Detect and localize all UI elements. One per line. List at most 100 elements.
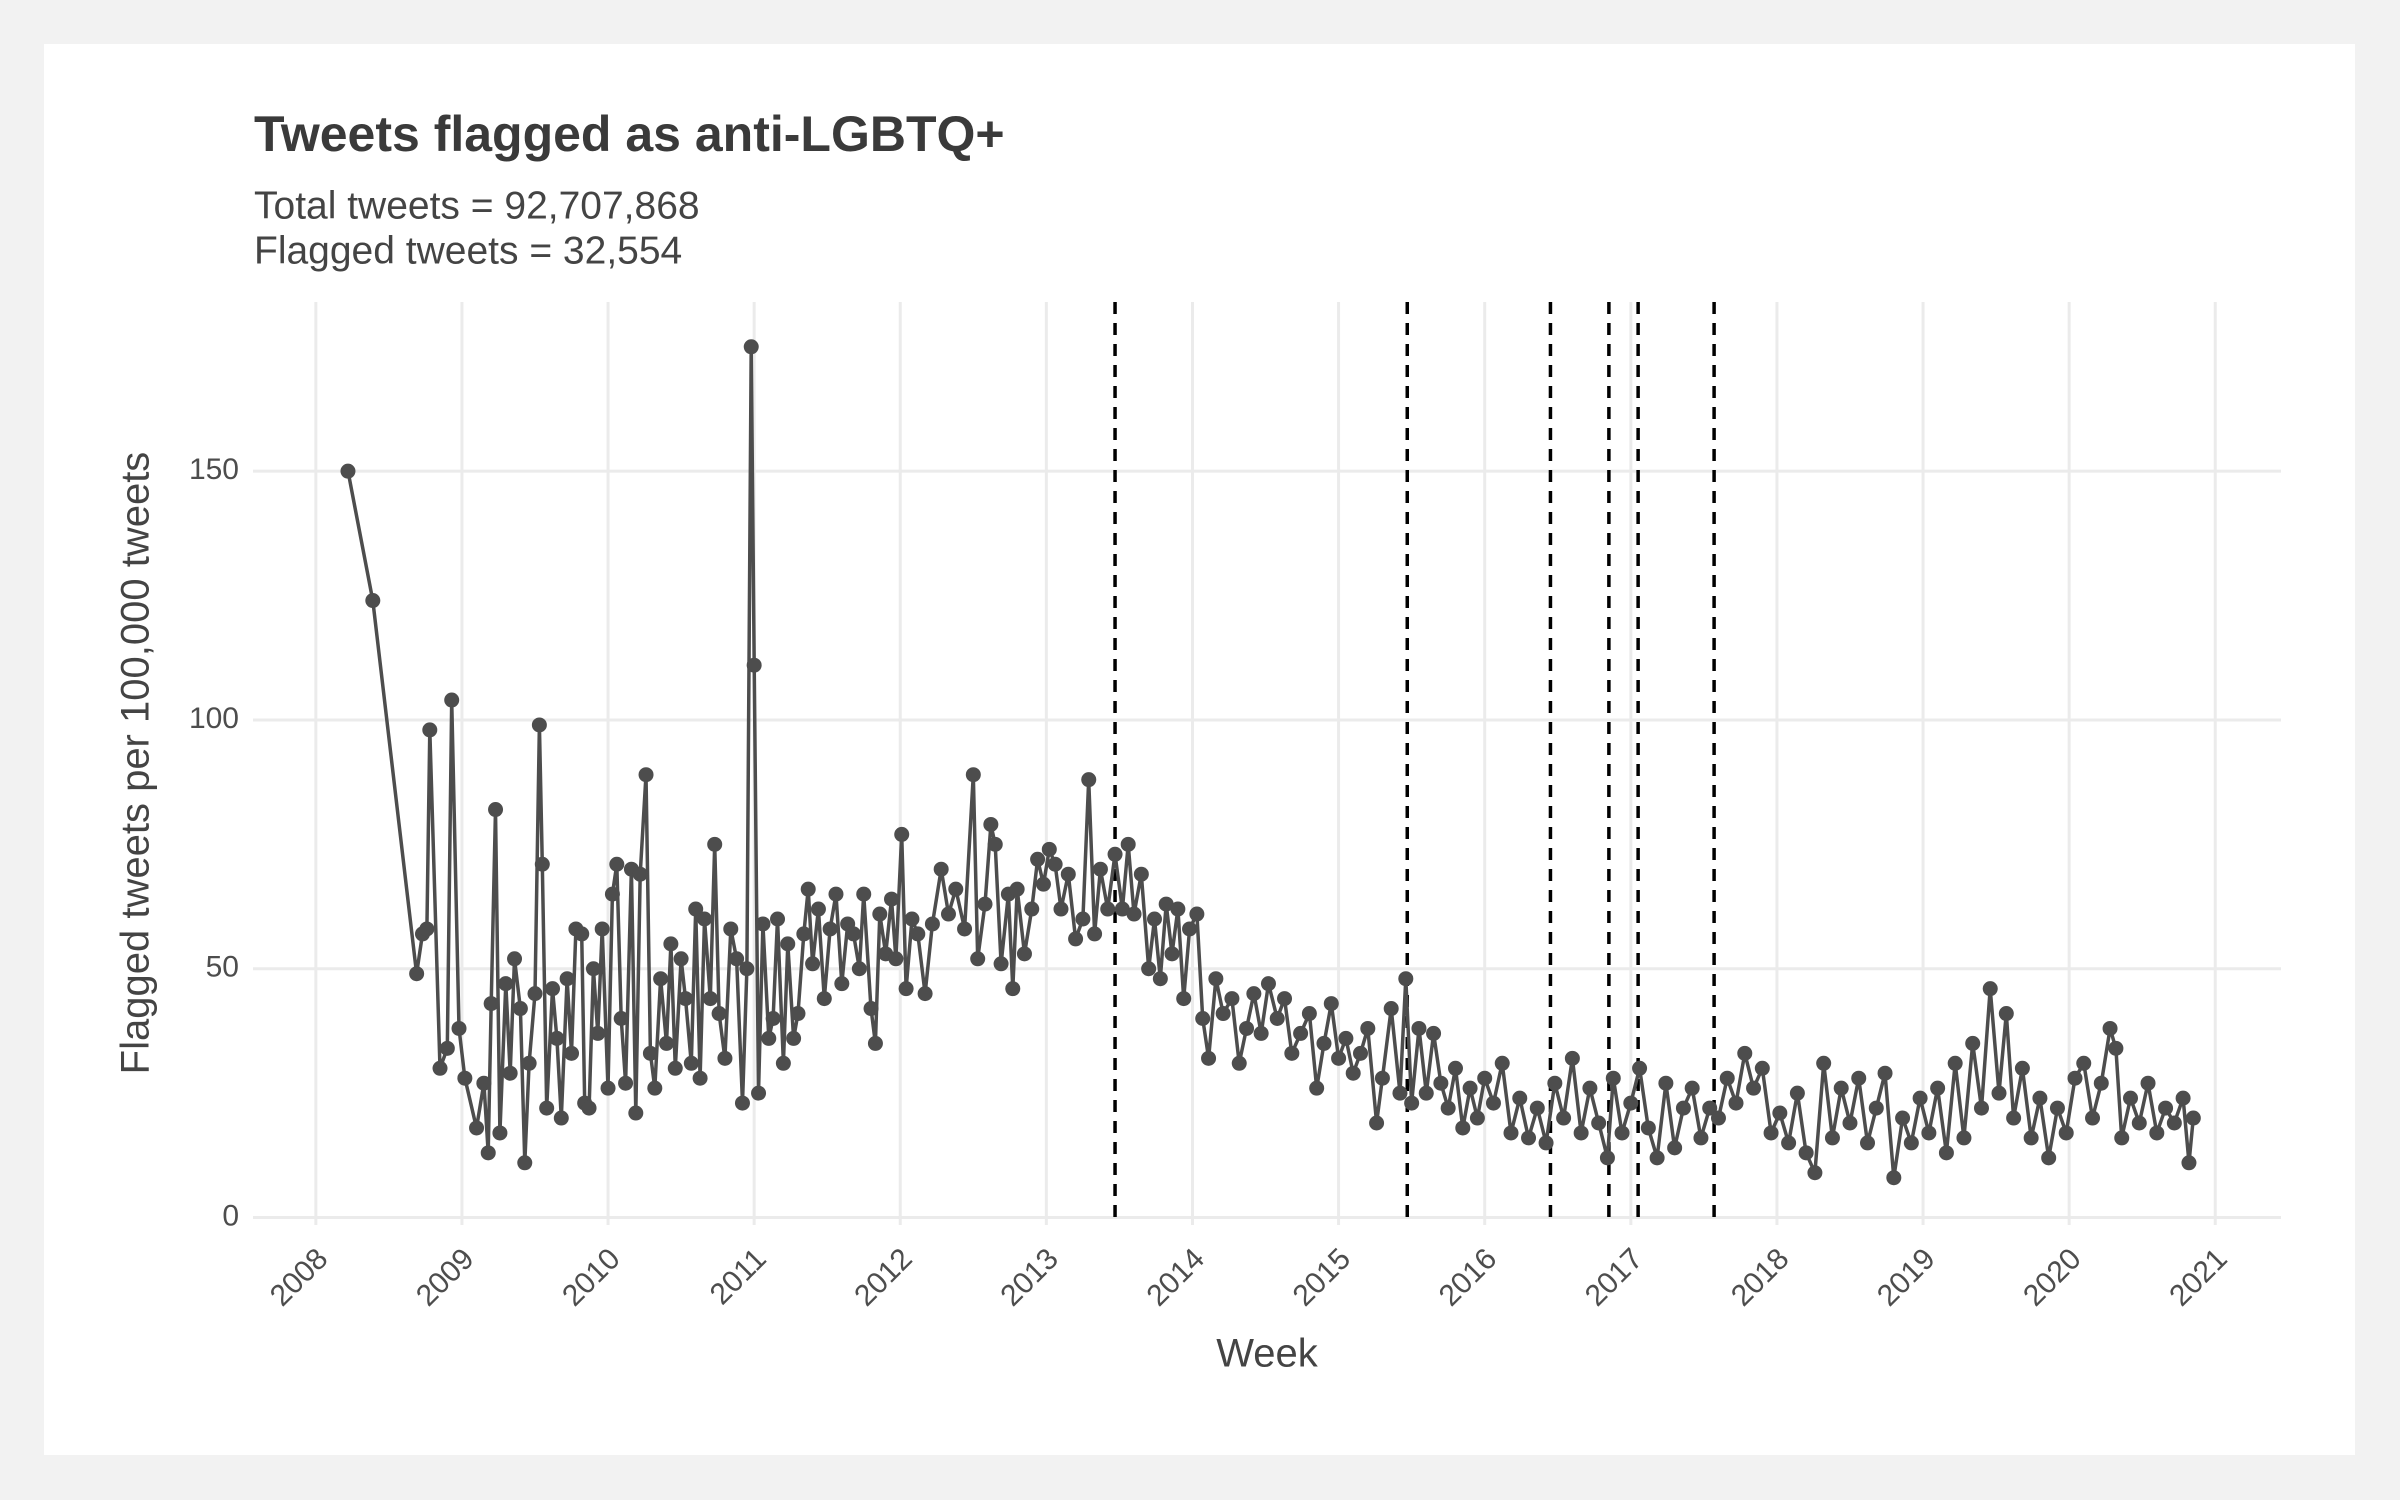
data-point [965,767,981,783]
data-point [1512,1090,1528,1106]
chart-subtitle: Total tweets = 92,707,868 [254,184,700,227]
data-point [863,1001,879,1017]
data-point [1035,876,1051,892]
data-point [1789,1085,1805,1101]
data-point [1860,1135,1876,1151]
data-point [1824,1130,1840,1146]
data-point [1215,1006,1231,1022]
data-point [1667,1140,1683,1156]
data-point [1521,1130,1537,1146]
data-point [2175,1090,2191,1106]
data-point [1485,1095,1501,1111]
data-point [647,1080,663,1096]
data-point [851,961,867,977]
data-point [1469,1110,1485,1126]
data-point [993,956,1009,972]
data-point [888,951,904,967]
data-point [1763,1125,1779,1141]
data-point [1164,946,1180,962]
data-point [507,951,523,967]
data-point [549,1030,565,1046]
data-point [1404,1095,1420,1111]
data-point [1411,1020,1427,1036]
data-point [688,901,704,917]
data-point [618,1075,634,1091]
data-point [1675,1100,1691,1116]
data-point [1605,1070,1621,1086]
data-point [613,1011,629,1027]
x-axis-title: Week [1216,1332,1319,1376]
data-point [2166,1115,2182,1131]
data-point [1912,1090,1928,1106]
data-point [2041,1150,2057,1166]
data-point [867,1035,883,1051]
data-point [775,1055,791,1071]
data-point [1886,1170,1902,1186]
data-point [1547,1075,1563,1091]
data-point [1998,1006,2014,1022]
data-point [1260,976,1276,992]
data-point [2006,1110,2022,1126]
data-point [1231,1055,1247,1071]
data-point [746,657,762,673]
data-point [765,1011,781,1027]
data-point [1477,1070,1493,1086]
data-point [1141,961,1157,977]
data-point [707,836,723,852]
data-point [1182,921,1198,937]
data-point [1956,1130,1972,1146]
data-point [527,986,543,1002]
data-point [800,881,816,897]
data-point [1253,1025,1269,1041]
data-point [755,916,771,932]
data-point [1060,866,1076,882]
data-point [673,951,689,967]
data-point [1353,1045,1369,1061]
data-point [1176,991,1192,1007]
data-point [1684,1080,1700,1096]
data-point [585,961,601,977]
data-point [1991,1085,2007,1101]
data-point [1107,846,1123,862]
data-point [1938,1145,1954,1161]
data-point [2108,1040,2124,1056]
data-point [729,951,745,967]
data-point [1868,1100,1884,1116]
data-point [539,1100,555,1116]
data-point [796,926,812,942]
data-point [834,976,850,992]
data-point [502,1065,518,1081]
data-point [1024,901,1040,917]
data-point [1316,1035,1332,1051]
data-point [1903,1135,1919,1151]
data-point [1564,1050,1580,1066]
data-point [1591,1115,1607,1131]
data-point [590,1025,606,1041]
data-point [2058,1125,2074,1141]
data-point [1030,851,1046,867]
data-point [1053,901,1069,917]
data-point [717,1050,733,1066]
data-point [1640,1120,1656,1136]
data-point [1114,901,1130,917]
data-point [1833,1080,1849,1096]
data-point [977,896,993,912]
data-point [1947,1055,1963,1071]
data-point [894,826,910,842]
data-point [1702,1100,1718,1116]
data-point [1921,1125,1937,1141]
data-point [1152,971,1168,987]
data-point [642,1045,658,1061]
data-point [1047,856,1063,872]
data-point [638,767,654,783]
data-point [1323,996,1339,1012]
data-point [2032,1090,2048,1106]
data-point [1081,772,1097,788]
data-point [422,722,438,738]
data-point [1284,1045,1300,1061]
data-point [451,1020,467,1036]
data-point [2085,1110,2101,1126]
data-point [581,1100,597,1116]
data-point [559,971,575,987]
